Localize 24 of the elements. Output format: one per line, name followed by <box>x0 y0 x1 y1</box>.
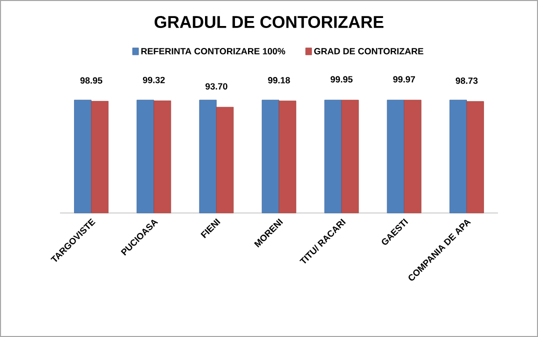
bar <box>216 106 234 214</box>
bar <box>341 100 359 214</box>
data-label: 93.70 <box>205 83 228 90</box>
bar <box>450 100 467 214</box>
data-label: 99.95 <box>330 76 353 83</box>
bar <box>136 100 154 214</box>
bar <box>278 100 296 214</box>
bar <box>386 100 404 214</box>
bar <box>199 100 217 214</box>
legend-label: GRAD DE CONTORIZARE <box>314 48 424 54</box>
legend-label: REFERINTA CONTORIZARE 100% <box>141 48 286 54</box>
bar <box>262 100 280 214</box>
bar <box>324 100 342 214</box>
bar <box>154 100 172 214</box>
bar <box>466 101 484 214</box>
bar <box>74 100 92 214</box>
data-label: 99.32 <box>142 76 165 84</box>
data-label: 99.97 <box>393 76 415 82</box>
data-label: 98.73 <box>456 78 478 84</box>
bar <box>404 100 422 214</box>
data-label: 99.18 <box>268 77 290 84</box>
chart-title: GRADUL DE CONTORIZARE <box>154 16 384 28</box>
bar <box>91 100 108 214</box>
data-label: 98.95 <box>80 77 102 84</box>
